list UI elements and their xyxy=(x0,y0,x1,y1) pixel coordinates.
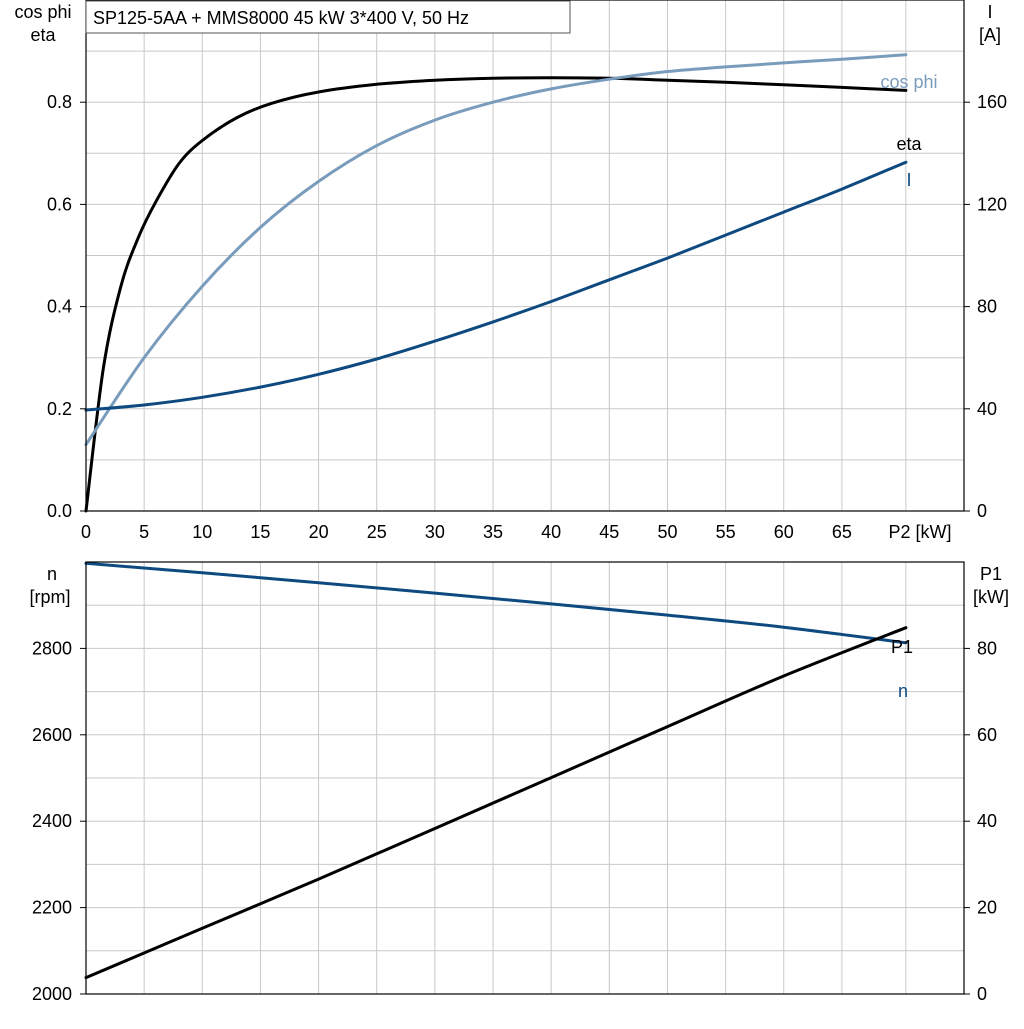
bottom-right-tick-label: 20 xyxy=(977,898,997,918)
top-panel-grid xyxy=(86,0,964,511)
bottom-right-axis-label-line1: P1 xyxy=(980,564,1002,584)
x-tick-label: 50 xyxy=(657,522,677,542)
top-left-tick-label: 0.6 xyxy=(47,194,72,214)
bottom-right-tick-label: 40 xyxy=(977,811,997,831)
chart-title: SP125-5AA + MMS8000 45 kW 3*400 V, 50 Hz xyxy=(93,8,469,28)
x-tick-label: 35 xyxy=(483,522,503,542)
series-label-cos-phi: cos phi xyxy=(880,72,937,92)
top-right-tick-label: 0 xyxy=(977,501,987,521)
x-tick-label: 5 xyxy=(139,522,149,542)
x-tick-label: 60 xyxy=(774,522,794,542)
series-line-eta xyxy=(84,76,908,513)
bottom-left-tick-label: 2400 xyxy=(32,811,72,831)
x-tick-label: 10 xyxy=(192,522,212,542)
top-left-tick-label: 0.4 xyxy=(47,297,72,317)
bottom-right-tick-label: 80 xyxy=(977,638,997,658)
bottom-right-tick-label: 60 xyxy=(977,725,997,745)
x-axis-label: P2 [kW] xyxy=(888,522,951,542)
bottom-panel-series xyxy=(84,561,908,980)
bottom-left-tick-label: 2200 xyxy=(32,898,72,918)
top-left-tick-label: 0.2 xyxy=(47,399,72,419)
series-line-p1 xyxy=(84,626,908,980)
x-tick-label: 25 xyxy=(367,522,387,542)
series-label-n: n xyxy=(898,681,908,701)
top-right-tick-label: 40 xyxy=(977,399,997,419)
top-panel-ticks: 0.0 0.2 0.4 0.6 0.8 0 40 80 120 160 0 5 10 15 20 25 30 35… xyxy=(47,92,1007,542)
top-left-axis-label-line2: eta xyxy=(30,25,56,45)
bottom-left-axis-label-line1: n xyxy=(47,564,57,584)
top-right-tick-label: 80 xyxy=(977,297,997,317)
bottom-left-tick-label: 2800 xyxy=(32,638,72,658)
x-tick-label: 30 xyxy=(425,522,445,542)
top-right-axis-label-line2: [A] xyxy=(979,25,1001,45)
top-left-tick-label: 0.8 xyxy=(47,92,72,112)
top-left-axis-label-line1: cos phi xyxy=(14,2,71,22)
bottom-left-tick-label: 2600 xyxy=(32,725,72,745)
series-line-cos-phi xyxy=(84,53,908,447)
bottom-panel-ticks: 2000 2200 2400 2600 2800 0 20 40 60 80 xyxy=(32,638,997,1004)
series-labels: cos phi eta I P1 n xyxy=(880,72,937,701)
series-label-p1: P1 xyxy=(891,637,913,657)
series-line-n xyxy=(84,561,908,645)
bottom-right-axis-label-line2: [kW] xyxy=(973,587,1009,607)
x-tick-label: 45 xyxy=(599,522,619,542)
x-tick-label: 65 xyxy=(832,522,852,542)
bottom-left-tick-label: 2000 xyxy=(32,984,72,1004)
top-panel-series xyxy=(84,53,908,513)
top-left-tick-label: 0.0 xyxy=(47,501,72,521)
chart-title-box xyxy=(85,0,571,34)
top-right-tick-label: 120 xyxy=(977,194,1007,214)
x-tick-label: 15 xyxy=(250,522,270,542)
series-label-eta: eta xyxy=(896,134,922,154)
top-right-axis-label-line1: I xyxy=(987,2,992,22)
series-line-i xyxy=(84,160,908,412)
top-panel-frame xyxy=(85,0,965,512)
bottom-left-axis-label-line2: [rpm] xyxy=(29,587,70,607)
top-right-tick-label: 160 xyxy=(977,92,1007,112)
bottom-panel-grid xyxy=(86,562,964,994)
x-tick-label: 40 xyxy=(541,522,561,542)
series-label-i: I xyxy=(906,170,911,190)
bottom-right-tick-label: 0 xyxy=(977,984,987,1004)
x-tick-label: 20 xyxy=(309,522,329,542)
bottom-panel-frame xyxy=(85,561,965,995)
x-tick-label: 55 xyxy=(716,522,736,542)
x-tick-label: 0 xyxy=(81,522,91,542)
